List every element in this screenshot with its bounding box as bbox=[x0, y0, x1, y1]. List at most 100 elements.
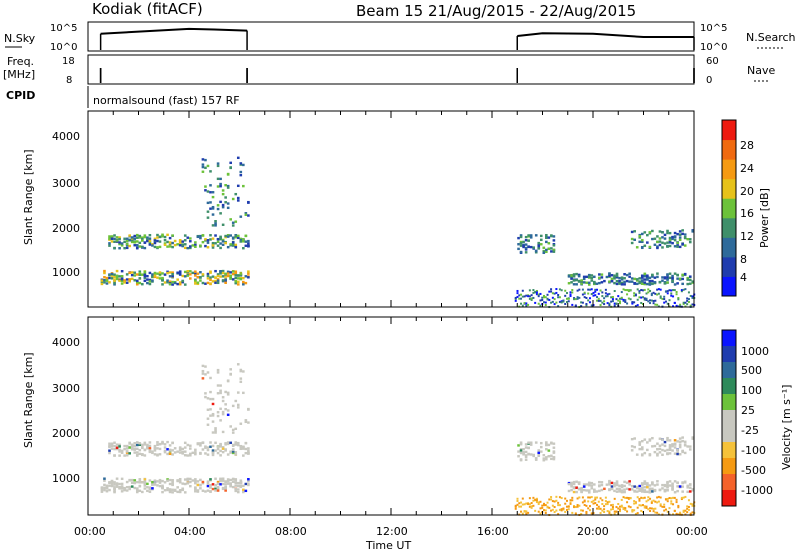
power-cell bbox=[236, 196, 240, 200]
power-cell bbox=[191, 271, 195, 275]
power-cell bbox=[158, 273, 162, 277]
power-cell bbox=[209, 184, 212, 187]
power-cell bbox=[645, 292, 648, 295]
velocity-cell bbox=[234, 481, 238, 485]
power-cell bbox=[525, 294, 528, 297]
power-cell bbox=[569, 293, 572, 296]
power-cell bbox=[206, 277, 210, 280]
xtick-0000: 00:00 bbox=[74, 525, 106, 538]
power-cell bbox=[163, 235, 167, 239]
power-cell bbox=[671, 241, 674, 245]
velocity-cell bbox=[219, 442, 222, 446]
power-cell bbox=[658, 243, 662, 247]
velocity-cell bbox=[229, 482, 232, 485]
velocity-cell bbox=[581, 501, 584, 504]
power-cell bbox=[211, 241, 215, 245]
velocity-cbar-segment bbox=[722, 474, 736, 491]
power-cell bbox=[206, 272, 210, 276]
velocity-cell bbox=[573, 506, 576, 509]
velocity-cell bbox=[534, 457, 538, 460]
power-cell bbox=[231, 197, 235, 201]
power-cell bbox=[546, 293, 549, 296]
power-cell bbox=[214, 220, 217, 223]
power-cell bbox=[118, 275, 121, 278]
velocity-cell bbox=[178, 447, 182, 450]
power-cell bbox=[626, 289, 629, 292]
power-cell bbox=[151, 279, 154, 282]
velocity-cell bbox=[545, 441, 548, 444]
power-cell bbox=[650, 292, 653, 295]
power-cell bbox=[239, 277, 243, 281]
power-cell bbox=[135, 236, 139, 239]
power-cell bbox=[141, 236, 144, 239]
power-cell bbox=[219, 185, 222, 188]
velocity-cell bbox=[229, 373, 232, 376]
velocity-cell bbox=[594, 502, 597, 505]
velocity-cell bbox=[229, 441, 232, 444]
velocity-cell bbox=[668, 452, 672, 455]
power-cell bbox=[675, 304, 678, 307]
velocity-cell bbox=[687, 505, 690, 508]
power-cell bbox=[597, 292, 600, 295]
power-cell bbox=[550, 247, 553, 250]
power-cell bbox=[629, 289, 632, 292]
power-cell bbox=[141, 245, 144, 249]
velocity-cell bbox=[562, 508, 565, 511]
velocity-cell bbox=[186, 482, 190, 485]
power-cell bbox=[128, 234, 131, 237]
velocity-cell bbox=[523, 503, 526, 506]
velocity-cell bbox=[519, 451, 523, 455]
power-cell bbox=[158, 277, 162, 280]
power-cell bbox=[186, 246, 190, 250]
velocity-cell bbox=[666, 452, 669, 456]
power-cell bbox=[676, 232, 679, 236]
power-cell bbox=[663, 242, 667, 245]
velocity-cell bbox=[517, 455, 520, 458]
velocity-cell bbox=[204, 365, 207, 368]
power-cell bbox=[189, 277, 192, 280]
velocity-cell bbox=[628, 480, 631, 483]
velocity-cell bbox=[234, 399, 238, 403]
power-cell bbox=[678, 238, 682, 242]
power-cell bbox=[661, 276, 664, 279]
power-cell bbox=[569, 295, 572, 298]
velocity-cell bbox=[153, 449, 157, 452]
velocity-cell bbox=[146, 445, 149, 448]
velocity-cell bbox=[596, 503, 599, 506]
power-cell bbox=[686, 297, 689, 300]
velocity-cell bbox=[183, 441, 187, 445]
power-cell bbox=[648, 231, 652, 234]
velocity-cell bbox=[676, 489, 679, 493]
power-cell bbox=[552, 244, 556, 247]
power-cell bbox=[588, 288, 591, 291]
power-cell bbox=[547, 236, 551, 239]
power-cell bbox=[120, 242, 124, 245]
power-cell bbox=[587, 275, 591, 278]
velocity-cell bbox=[517, 444, 520, 447]
power-cell bbox=[524, 251, 528, 254]
power-cell bbox=[194, 241, 197, 244]
power-cell bbox=[166, 271, 169, 275]
velocity-cell bbox=[588, 509, 591, 512]
power-cell bbox=[555, 301, 558, 304]
velocity-cell bbox=[671, 487, 674, 491]
velocity-cell bbox=[520, 510, 523, 513]
power-cell bbox=[648, 245, 652, 249]
velocity-cell bbox=[239, 446, 243, 449]
power-cell bbox=[242, 163, 245, 167]
power-cell bbox=[118, 237, 121, 241]
power-cell bbox=[158, 235, 162, 239]
power-cell bbox=[555, 291, 558, 294]
velocity-cell bbox=[163, 450, 167, 454]
power-cell bbox=[535, 293, 538, 296]
velocity-cell bbox=[638, 488, 642, 491]
power-cell bbox=[219, 272, 222, 275]
power-cell bbox=[113, 283, 116, 286]
velocity-cell bbox=[544, 511, 547, 514]
power-cell bbox=[216, 274, 220, 278]
power-cbar-segment bbox=[722, 159, 736, 180]
velocity-cell bbox=[628, 483, 631, 486]
velocity-cell bbox=[521, 497, 524, 500]
power-cell bbox=[168, 283, 172, 286]
velocity-cell bbox=[234, 443, 238, 446]
